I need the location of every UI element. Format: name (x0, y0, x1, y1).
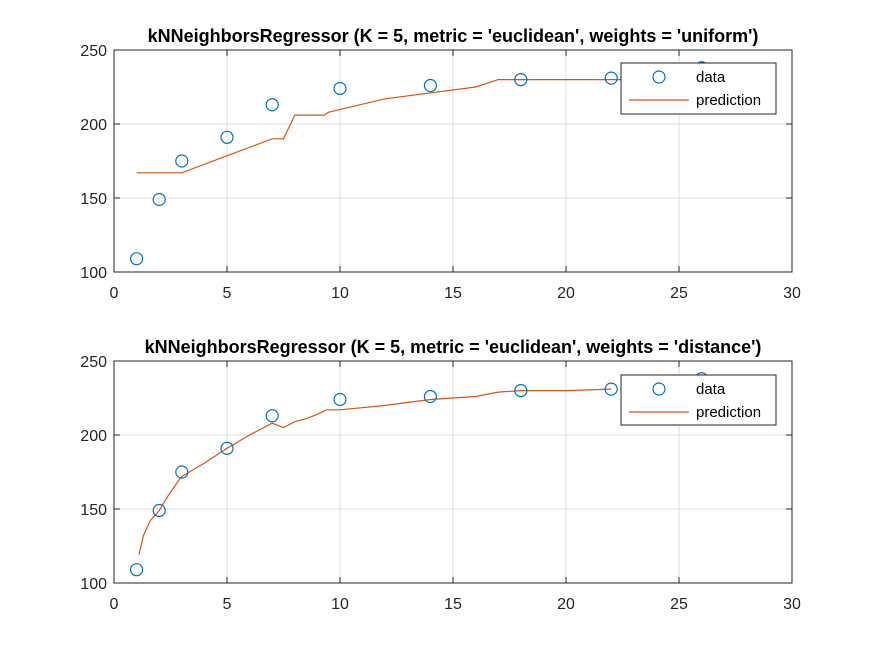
legend-label-prediction: prediction (696, 92, 761, 109)
chart-title: kNNeighborsRegressor (K = 5, metric = 'e… (145, 337, 762, 357)
data-point (152, 503, 166, 518)
data-point (604, 382, 618, 396)
data-point (333, 81, 347, 96)
prediction-line (138, 388, 612, 556)
data-point (514, 384, 528, 398)
y-tick-label: 150 (80, 502, 107, 519)
chart-title: kNNeighborsRegressor (K = 5, metric = 'e… (148, 26, 759, 46)
tick-labels: 0 5 10 15 20 25 30 100 150 200 250 (80, 43, 801, 302)
prediction-series (136, 78, 702, 174)
x-tick-label: 25 (670, 596, 688, 613)
prediction-series (138, 388, 612, 556)
data-point (514, 72, 528, 87)
data-point (130, 563, 144, 577)
data-point (604, 71, 618, 85)
legend-label-prediction: prediction (696, 404, 761, 421)
x-tick-label: 10 (331, 596, 349, 613)
data-series (130, 61, 709, 266)
data-point (423, 78, 437, 93)
y-tick-label: 150 (80, 191, 107, 208)
x-tick-label: 5 (223, 596, 232, 613)
data-point (130, 252, 144, 266)
legend-label-data: data (696, 69, 726, 86)
subplot-uniform: 0 5 10 15 20 25 30 100 150 200 250 kNNeighborsRegr… (80, 26, 801, 302)
tick-labels: 0 5 10 15 20 25 30 100 150 200 250 (80, 354, 801, 613)
legend: data prediction (620, 62, 777, 115)
legend-box (620, 374, 777, 426)
y-tick-label: 100 (80, 265, 107, 282)
y-tick-label: 200 (80, 428, 107, 445)
data-point (175, 154, 189, 168)
y-tick-label: 250 (80, 354, 107, 371)
x-tick-label: 0 (110, 285, 119, 302)
x-tick-label: 30 (783, 596, 801, 613)
y-tick-label: 200 (80, 117, 107, 134)
data-point (220, 130, 234, 144)
x-tick-label: 15 (444, 596, 462, 613)
data-point (265, 409, 279, 423)
prediction-line (136, 78, 702, 174)
x-tick-label: 30 (783, 285, 801, 302)
data-point (265, 98, 279, 112)
legend-label-data: data (696, 381, 726, 398)
data-point (333, 392, 347, 407)
subplot-distance: 0 5 10 15 20 25 30 100 150 200 250 kNNeighborsRegr… (80, 337, 801, 613)
legend-box (620, 62, 777, 115)
x-tick-label: 20 (557, 285, 575, 302)
data-point (220, 441, 234, 455)
legend-data-marker (652, 382, 666, 396)
x-tick-label: 15 (444, 285, 462, 302)
gridlines (114, 50, 792, 272)
x-tick-label: 20 (557, 596, 575, 613)
legend-data-marker (652, 70, 666, 84)
x-tick-label: 0 (110, 596, 119, 613)
data-point (175, 465, 189, 479)
x-tick-label: 5 (223, 285, 232, 302)
legend: data prediction (620, 374, 777, 426)
y-tick-label: 100 (80, 576, 107, 593)
x-tick-label: 25 (670, 285, 688, 302)
data-point (423, 389, 437, 404)
y-tick-label: 250 (80, 43, 107, 60)
x-tick-label: 10 (331, 285, 349, 302)
data-point (152, 192, 166, 207)
